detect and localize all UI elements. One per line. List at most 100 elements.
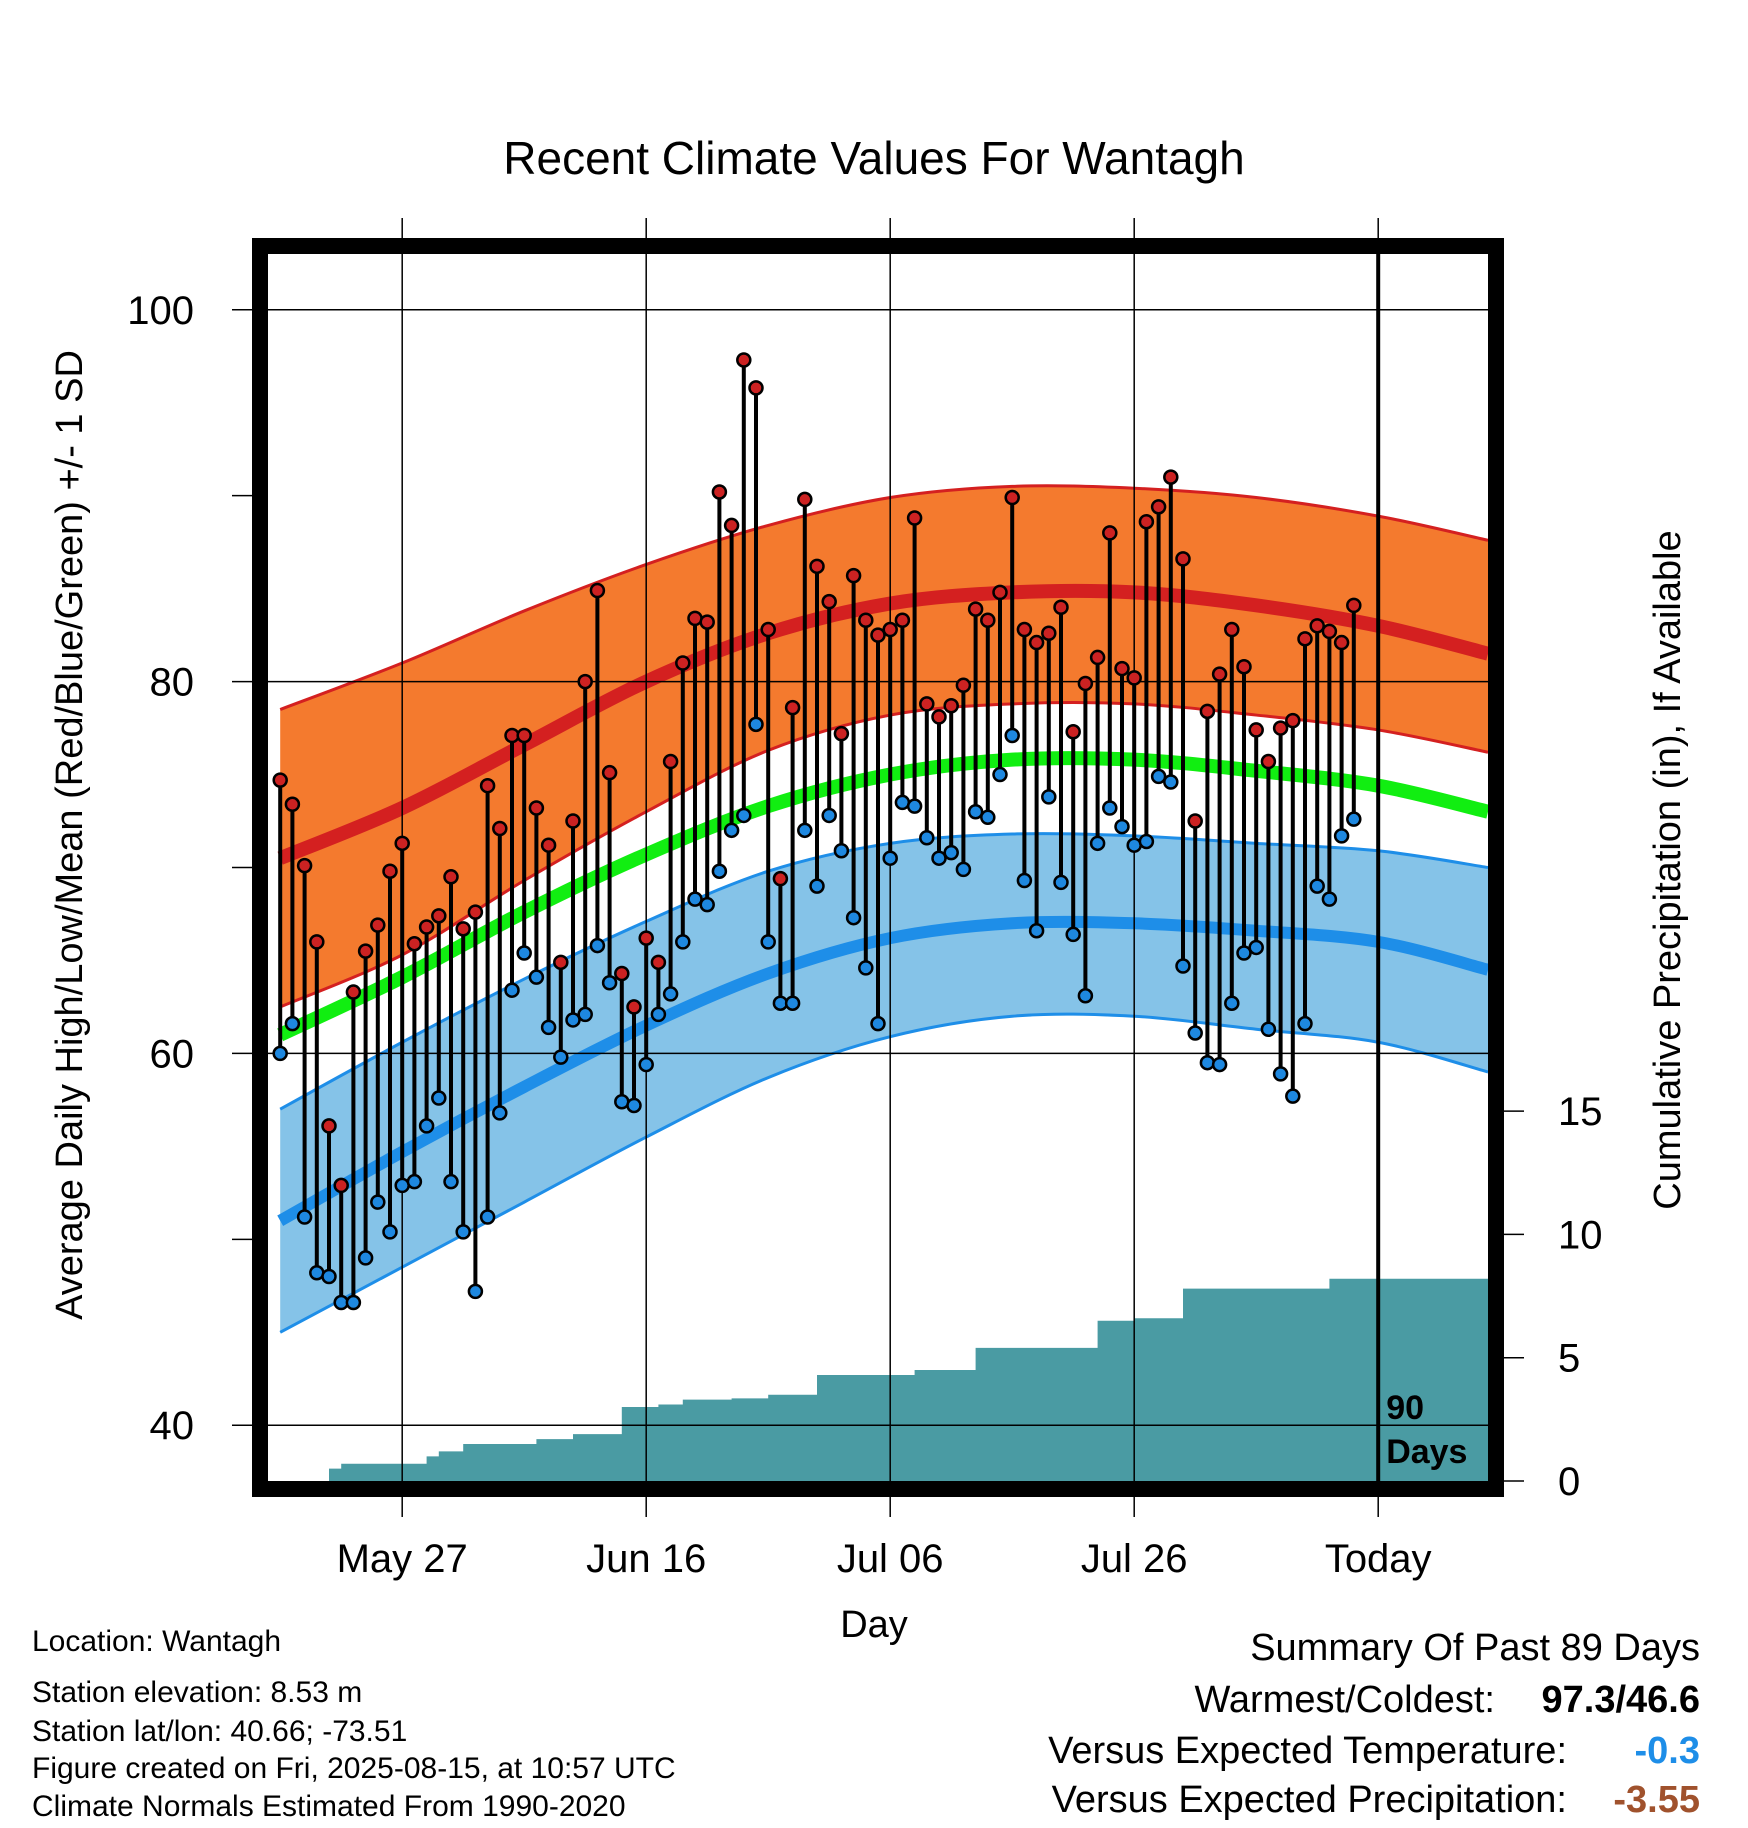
y-left-tick-label: 100: [127, 289, 194, 333]
daily-low-point: [1138, 833, 1155, 850]
normals-text: Climate Normals Estimated From 1990-2020: [32, 1790, 626, 1823]
daily-high-point: [980, 612, 996, 628]
daily-low-point: [760, 934, 776, 950]
daily-low-point: [357, 1250, 374, 1266]
daily-high-point: [1346, 597, 1362, 614]
daily-high-point: [1126, 670, 1142, 686]
y-right-tick-label: 5: [1558, 1337, 1580, 1381]
daily-low-point: [1004, 727, 1020, 744]
daily-high-point: [553, 954, 569, 971]
daily-low-point: [1260, 1021, 1277, 1037]
daily-low-point: [711, 863, 728, 879]
daily-high-point: [1004, 489, 1020, 506]
daily-low-point: [1309, 878, 1325, 894]
daily-low-point: [1272, 1066, 1289, 1082]
daily-high-point: [1077, 675, 1094, 692]
daily-high-point: [333, 1177, 349, 1194]
x-tick-label: May 27: [337, 1537, 468, 1581]
latlon-text: Station lat/lon: 40.66; -73.51: [32, 1715, 407, 1748]
daily-high-point: [272, 772, 288, 788]
daily-low-point: [516, 945, 532, 961]
observed-temperatures: [272, 352, 1362, 1311]
daily-high-point: [370, 917, 386, 933]
daily-low-point: [699, 896, 715, 913]
daily-high-point: [467, 904, 484, 920]
daily-low-point: [370, 1194, 386, 1210]
temp-anomaly-value: -0.3: [1635, 1730, 1700, 1772]
daily-low-point: [406, 1173, 423, 1190]
daily-low-point: [1248, 939, 1264, 956]
daily-low-point: [1224, 995, 1240, 1011]
daily-high-point: [443, 869, 459, 885]
daily-high-point: [931, 709, 947, 725]
y-left-tick-label: 40: [150, 1404, 195, 1448]
x-tick-label: Jul 06: [837, 1537, 944, 1581]
daily-low-point: [736, 807, 752, 824]
daily-low-point: [1211, 1056, 1228, 1073]
daily-low-point: [748, 716, 764, 733]
daily-high-point: [760, 621, 776, 638]
daily-low-point: [723, 822, 740, 839]
x-tick-label: Today: [1325, 1537, 1432, 1581]
daily-high-point: [1224, 621, 1240, 638]
daily-high-point: [858, 612, 874, 628]
daily-low-point: [675, 934, 691, 950]
daily-high-point: [418, 919, 435, 935]
daily-high-point: [748, 380, 764, 396]
daily-high-point: [492, 820, 508, 837]
daily-low-point: [833, 843, 850, 859]
daily-high-point: [284, 796, 301, 813]
daily-high-point: [955, 677, 972, 694]
daily-high-point: [784, 699, 801, 716]
daily-low-point: [1187, 1025, 1203, 1041]
daily-high-point: [1272, 720, 1289, 736]
daily-high-point: [1211, 666, 1228, 682]
daily-low-point: [1102, 800, 1118, 816]
daily-high-point: [382, 863, 398, 879]
daily-high-point: [1309, 618, 1325, 634]
warm-cold-label: Warmest/Coldest:: [1194, 1679, 1495, 1721]
daily-high-point: [845, 567, 862, 584]
daily-high-point: [894, 612, 911, 628]
daily-low-point: [284, 1015, 301, 1032]
daily-low-point: [845, 909, 862, 926]
elevation-text: Station elevation: 8.53 m: [32, 1676, 362, 1709]
daily-high-point: [1138, 513, 1155, 530]
summary-heading: Summary Of Past 89 Days: [1250, 1627, 1700, 1669]
daily-low-point: [565, 1012, 581, 1028]
daily-high-point: [919, 696, 935, 712]
daily-high-point: [394, 835, 410, 852]
daily-low-point: [931, 850, 947, 866]
daily-low-point: [1041, 789, 1057, 805]
location-text: Location: Wantagh: [32, 1625, 281, 1658]
daily-low-point: [528, 969, 545, 985]
daily-low-point: [1333, 828, 1350, 844]
daily-low-point: [1114, 818, 1130, 835]
daily-low-point: [479, 1209, 496, 1225]
daily-low-point: [1297, 1015, 1313, 1032]
daily-high-point: [1016, 621, 1033, 638]
daily-high-point: [772, 870, 789, 887]
daily-high-point: [662, 753, 679, 770]
daily-high-point: [1175, 551, 1191, 567]
daily-high-point: [723, 517, 740, 534]
daily-high-point: [1333, 634, 1350, 651]
daily-low-point: [784, 995, 801, 1011]
daily-high-point: [736, 352, 752, 368]
daily-low-point: [1236, 945, 1252, 961]
daily-high-point: [1065, 724, 1081, 740]
daily-high-point: [1089, 649, 1106, 666]
daily-low-point: [321, 1268, 337, 1285]
daily-low-point: [809, 878, 825, 894]
daily-high-point: [699, 614, 715, 630]
daily-low-point: [662, 986, 679, 1002]
daily-low-point: [272, 1045, 288, 1062]
daily-low-point: [443, 1173, 459, 1190]
daily-high-point: [882, 621, 898, 638]
daily-high-point: [809, 558, 825, 575]
daily-high-point: [1187, 813, 1203, 829]
daily-high-point: [1102, 525, 1118, 541]
daily-low-point: [1016, 872, 1033, 889]
axis-ticks: May 27 Jun 16 Jul 06 Jul 26 Today 40 60 80 100 0 5…: [127, 218, 1603, 1581]
y-right-tick-label: 15: [1558, 1090, 1603, 1134]
